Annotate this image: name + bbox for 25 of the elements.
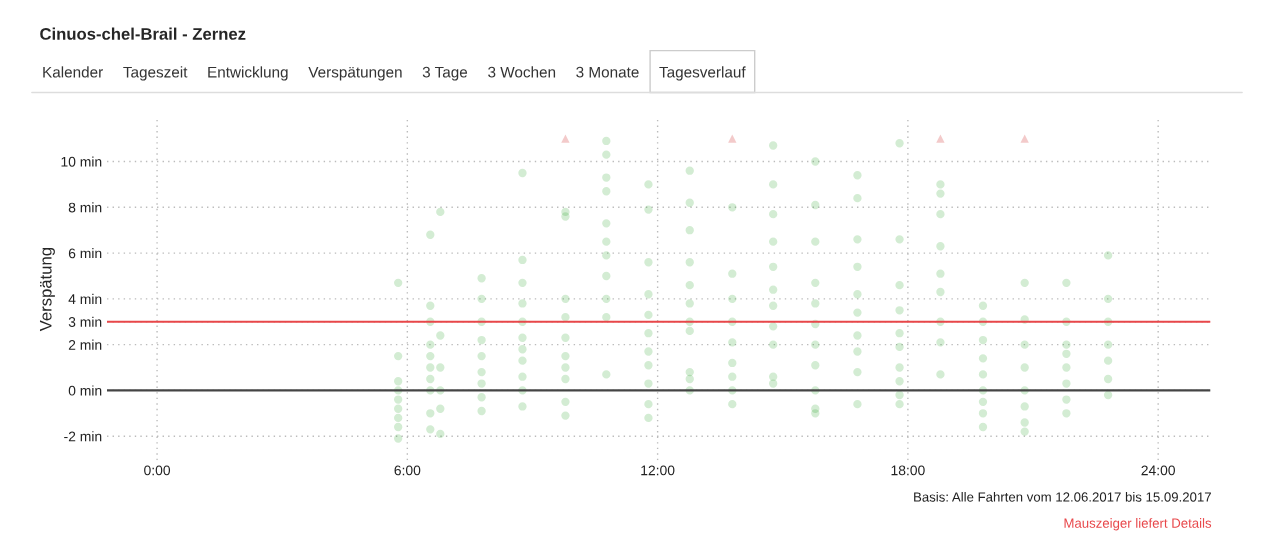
x-tick-label: 24:00 <box>1141 465 1175 476</box>
text: 3 Tage <box>422 66 468 81</box>
text: Basis: Alle Fahrten vom 12.06.2017 bis 15.09.2017 <box>914 492 1211 502</box>
text: 3 Wochen <box>488 66 556 78</box>
x-tick-label: 0:00 <box>144 465 171 476</box>
text: 3 Monate <box>576 66 639 78</box>
x-tick-label: 18:00 <box>891 465 925 476</box>
text: Kalender <box>43 66 103 78</box>
y-axis-title: Verspätung <box>39 248 55 332</box>
text: Mauszeiger liefert Details <box>1064 518 1212 531</box>
y-tick-label: 6 min <box>68 248 102 259</box>
y-tick-label: 0 min <box>68 385 102 396</box>
x-tick-label: 12:00 <box>641 465 675 476</box>
text: Entwicklung <box>208 66 288 81</box>
text: Tageszeit <box>123 66 188 81</box>
text: Tagesverlauf <box>659 66 746 81</box>
y-tick-label: 10 min <box>61 156 102 167</box>
text: Verspätungen <box>308 66 402 81</box>
y-tick-label: 4 min <box>68 293 102 304</box>
y-tick-label: 3 min <box>68 316 102 327</box>
y-tick-label: 8 min <box>68 202 102 213</box>
chart-title: Cinuos-chel-Brail - Zernez <box>40 27 246 40</box>
x-tick-label: 6:00 <box>394 465 421 476</box>
y-tick-label: -2 min <box>64 431 102 442</box>
y-tick-label: 2 min <box>68 339 102 350</box>
